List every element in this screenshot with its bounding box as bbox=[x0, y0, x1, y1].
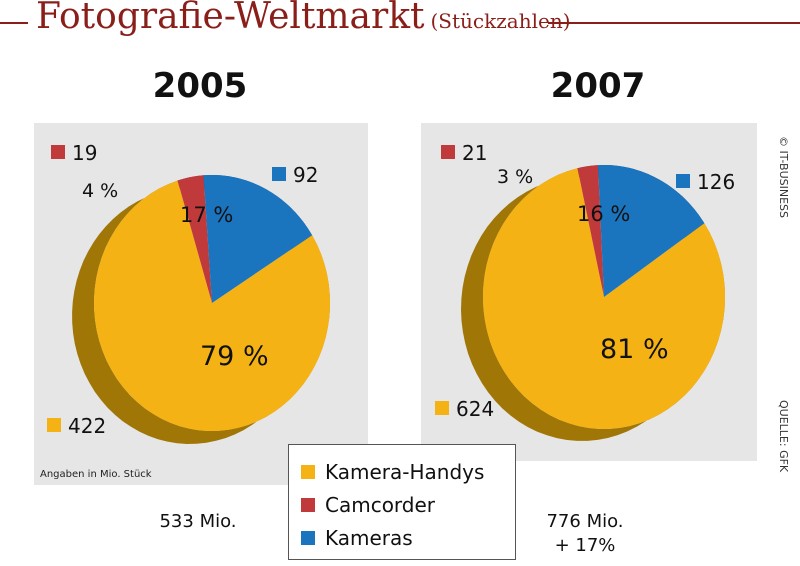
pie-2007-kameras-slice bbox=[598, 165, 705, 297]
title-subtitle: (Stückzahlen) bbox=[430, 9, 571, 33]
pie-2005-handys-slice bbox=[94, 180, 331, 432]
total-2007-growth: + 17% bbox=[554, 535, 616, 556]
value-kameras-2007: 126 bbox=[697, 170, 735, 194]
swatch-handys-2007 bbox=[435, 401, 449, 415]
title-main: Fotografie-Weltmarkt bbox=[36, 0, 425, 37]
value-kameras-2005: 92 bbox=[293, 163, 318, 187]
pie-2007-camcorder-slice bbox=[577, 165, 604, 297]
legend-item: Kamera-Handys bbox=[301, 455, 515, 488]
title-rule-right bbox=[548, 22, 800, 24]
legend-item: Kameras bbox=[301, 521, 515, 554]
legend-swatch bbox=[301, 464, 315, 479]
pct-handys-2005: 79 % bbox=[200, 341, 269, 372]
pct-handys-2007: 81 % bbox=[600, 334, 669, 365]
total-2007-value: 776 Mio. bbox=[546, 511, 624, 532]
pie-2005-kameras-slice bbox=[203, 174, 313, 303]
source-label: QUELLE: GFK bbox=[777, 400, 790, 473]
pct-camcorder-2007: 3 % bbox=[497, 166, 533, 188]
legend: Kamera-Handys Camcorder Kameras bbox=[288, 444, 516, 560]
legend-label: Kameras bbox=[325, 525, 413, 550]
legend-item: Camcorder bbox=[301, 488, 515, 521]
swatch-kameras-2005 bbox=[272, 167, 286, 181]
value-camcorder-2007: 21 bbox=[462, 141, 487, 165]
chart-title: Fotografie-Weltmarkt (Stückzahlen) bbox=[36, 0, 571, 37]
swatch-camcorder-2007 bbox=[441, 145, 455, 159]
value-camcorder-2005: 19 bbox=[72, 141, 97, 165]
total-2005-value: 533 Mio. bbox=[159, 511, 237, 532]
legend-swatch bbox=[301, 530, 315, 545]
year-2005-label: 2005 bbox=[152, 66, 248, 106]
swatch-kameras-2007 bbox=[676, 174, 690, 188]
pct-kameras-2005: 17 % bbox=[180, 203, 233, 227]
pct-camcorder-2005: 4 % bbox=[82, 180, 118, 202]
value-handys-2005: 422 bbox=[68, 414, 106, 438]
legend-swatch bbox=[301, 497, 315, 512]
copyright-label: © IT-BUSINESS bbox=[777, 136, 790, 218]
value-handys-2007: 624 bbox=[456, 397, 494, 421]
footnote: Angaben in Mio. Stück bbox=[40, 469, 152, 480]
pie-2005-camcorder-slice bbox=[177, 175, 212, 303]
legend-label: Kamera-Handys bbox=[325, 459, 485, 484]
legend-label: Camcorder bbox=[325, 492, 436, 517]
pie-2007-handys-slice bbox=[482, 168, 725, 430]
pct-kameras-2007: 16 % bbox=[577, 202, 630, 226]
total-2007: 776 Mio. + 17% bbox=[505, 510, 665, 558]
title-rule-left bbox=[0, 22, 28, 24]
swatch-handys-2005 bbox=[47, 418, 61, 432]
year-2007-label: 2007 bbox=[550, 66, 646, 106]
swatch-camcorder-2005 bbox=[51, 145, 65, 159]
total-2005: 533 Mio. bbox=[118, 510, 278, 534]
